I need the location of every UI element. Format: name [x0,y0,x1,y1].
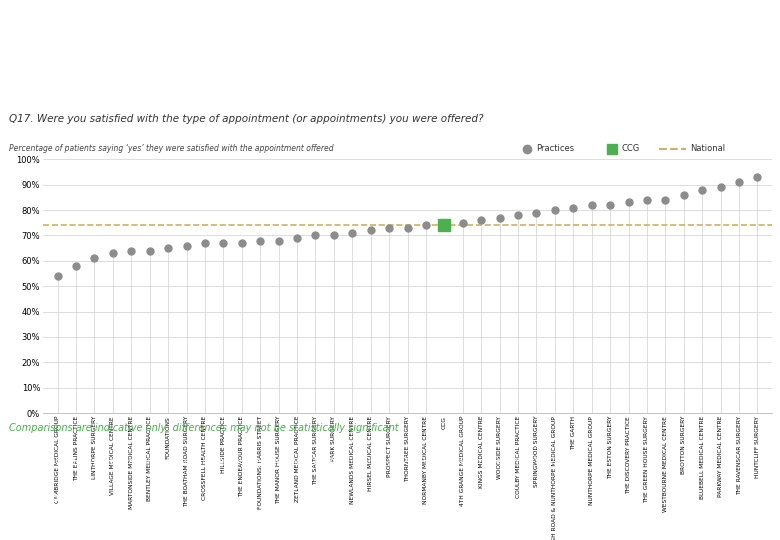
Text: 0 Ipsos MORI   18-042653-01 | Version 1 | Public: 0 Ipsos MORI 18-042653-01 | Version 1 | … [9,525,178,532]
Text: Ipsos
MORI: Ipsos MORI [726,504,744,517]
Text: Satisfaction with appointment offered:
how the CCG’s practices compare: Satisfaction with appointment offered: h… [9,23,392,66]
Text: Q17. Were you satisfied with the type of appointment (or appointments) you were : Q17. Were you satisfied with the type of… [9,114,484,124]
Text: Base: All who tried to make an appointment since being registered: National (711: Base: All who tried to make an appointme… [9,457,560,466]
Text: Comparisons are indicative only: differences may not be statistically significan: Comparisons are indicative only: differe… [9,423,399,433]
Text: 27: 27 [379,499,401,517]
Text: National: National [690,144,725,153]
Text: Social Research Institute: Social Research Institute [9,513,113,522]
Text: Percentage of patients saying ‘yes’ they were satisfied with the appointment off: Percentage of patients saying ‘yes’ they… [9,144,334,153]
Text: CCG: CCG [622,144,640,153]
Text: Ipsos MORI: Ipsos MORI [9,494,70,504]
Text: Practices: Practices [536,144,574,153]
